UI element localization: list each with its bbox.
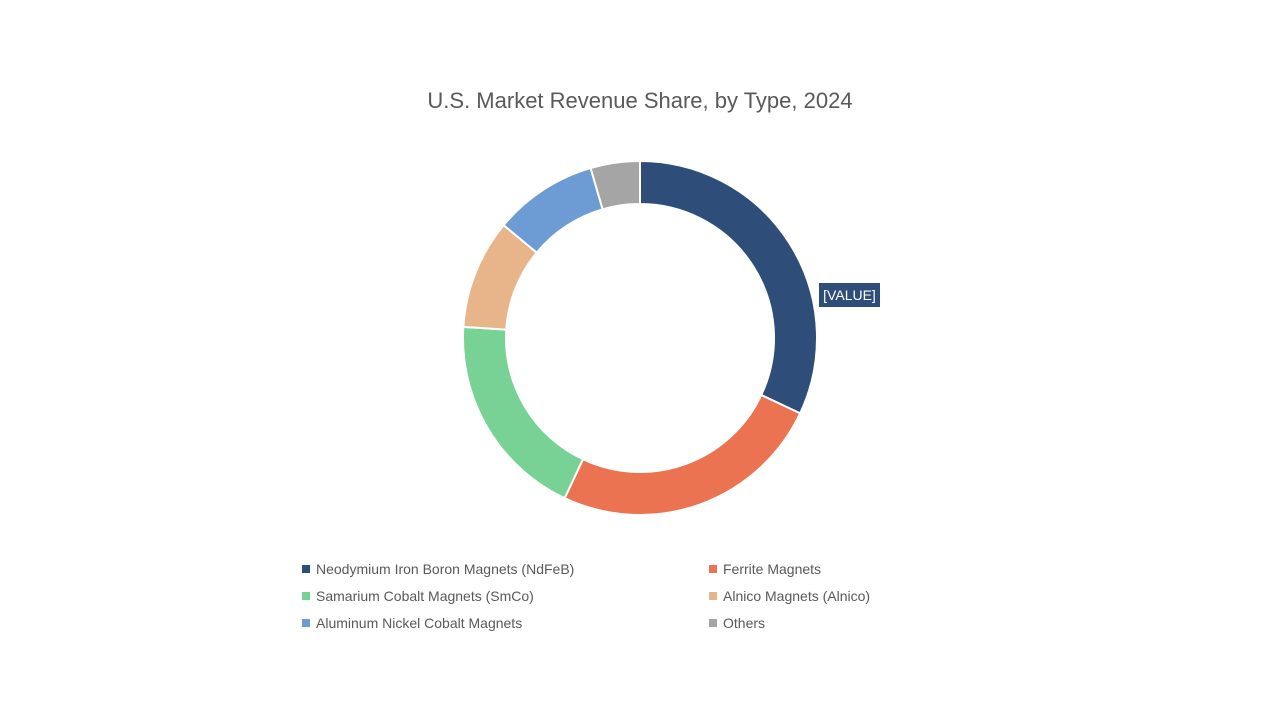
- legend-item: Aluminum Nickel Cobalt Magnets: [302, 615, 522, 631]
- legend-label: Others: [723, 615, 766, 631]
- legend-label: Ferrite Magnets: [723, 561, 822, 577]
- data-label: [VALUE]: [819, 283, 880, 307]
- legend-label: Aluminum Nickel Cobalt Magnets: [316, 615, 523, 631]
- data-label-text: [VALUE]: [823, 287, 876, 303]
- legend-swatch: [709, 565, 717, 573]
- chart-title: U.S. Market Revenue Share, by Type, 2024: [427, 88, 853, 113]
- donut-slice-6: [589, 159, 641, 211]
- legend-swatch: [709, 592, 717, 600]
- legend-item: Samarium Cobalt Magnets (SmCo): [302, 588, 534, 604]
- legend-swatch: [302, 619, 310, 627]
- legend-label: Neodymium Iron Boron Magnets (NdFeB): [316, 561, 575, 577]
- legend-label: Alnico Magnets (Alnico): [723, 588, 871, 604]
- legend-label: Samarium Cobalt Magnets (SmCo): [316, 588, 534, 604]
- legend-item: Neodymium Iron Boron Magnets (NdFeB): [302, 561, 574, 577]
- data-label-background: [819, 283, 880, 307]
- legend-swatch: [302, 565, 310, 573]
- legend-swatch: [302, 592, 310, 600]
- legend-item: Ferrite Magnets: [709, 561, 821, 577]
- donut-slices: [462, 159, 818, 516]
- legend-item: Others: [709, 615, 765, 631]
- donut-slice-2: [563, 393, 802, 516]
- donut-slice-1: [639, 159, 818, 415]
- legend-item: Alnico Magnets (Alnico): [709, 588, 870, 604]
- legend-swatch: [709, 619, 717, 627]
- donut-slice-3: [462, 325, 585, 500]
